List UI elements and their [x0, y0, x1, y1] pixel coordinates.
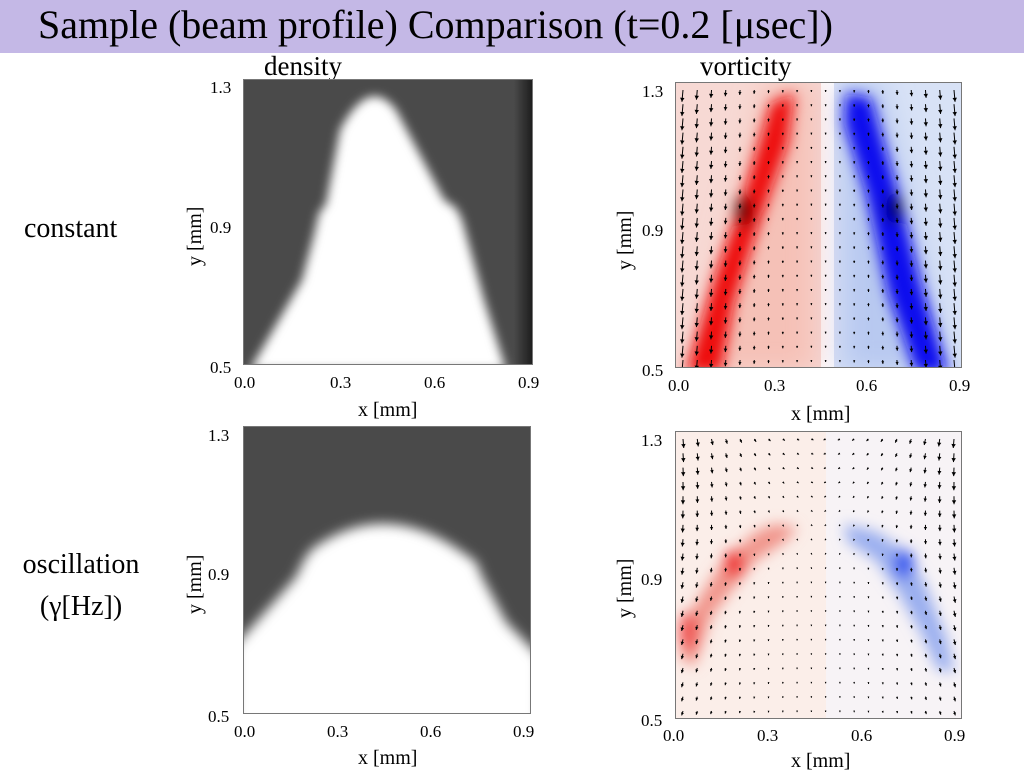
y-tick: 0.9 — [210, 219, 231, 237]
x-tick: 0.3 — [757, 727, 778, 745]
y-axis-label: y [mm] — [184, 555, 206, 614]
x-tick: 0.9 — [513, 723, 534, 741]
y-tick: 0.9 — [641, 571, 662, 589]
slide-title: Sample (beam profile) Comparison (t=0.2 … — [38, 0, 833, 50]
x-axis-label: x [mm] — [358, 399, 417, 421]
x-tick: 0.6 — [424, 374, 445, 392]
y-tick: 0.5 — [642, 362, 663, 380]
y-axis-label: y [mm] — [614, 559, 636, 618]
x-tick: 0.9 — [518, 374, 539, 392]
y-tick: 1.3 — [642, 83, 663, 101]
x-tick: 0.0 — [668, 377, 689, 395]
x-tick: 0.0 — [234, 723, 255, 741]
y-tick: 0.5 — [641, 712, 662, 730]
y-tick: 0.9 — [642, 222, 663, 240]
x-tick: 0.3 — [764, 377, 785, 395]
y-axis-label: y [mm] — [184, 207, 206, 266]
y-tick: 0.9 — [208, 566, 229, 584]
x-axis-label: x [mm] — [358, 747, 417, 769]
x-tick: 0.0 — [663, 727, 684, 745]
y-tick: 1.3 — [641, 432, 662, 450]
row-label-gamma: (γ[Hz]) — [10, 590, 152, 624]
x-tick: 0.0 — [234, 374, 255, 392]
x-tick: 0.3 — [327, 723, 348, 741]
density-constant-frame — [243, 79, 533, 365]
title-bar: Sample (beam profile) Comparison (t=0.2 … — [0, 0, 1024, 53]
y-tick: 1.3 — [208, 427, 229, 445]
column-header-density: density — [264, 52, 342, 80]
x-tick: 0.6 — [856, 377, 877, 395]
x-axis-label: x [mm] — [791, 403, 850, 425]
density-oscillation-frame — [243, 426, 531, 714]
row-label-oscillation: oscillation — [10, 548, 152, 582]
x-tick: 0.9 — [949, 377, 970, 395]
x-tick: 0.9 — [944, 727, 965, 745]
y-tick: 1.3 — [210, 79, 231, 97]
x-axis-label: x [mm] — [791, 750, 850, 772]
vorticity-oscillation-frame — [675, 431, 962, 719]
vorticity-constant-frame — [675, 82, 962, 368]
x-tick: 0.6 — [851, 727, 872, 745]
x-tick: 0.6 — [420, 723, 441, 741]
column-header-vorticity: vorticity — [700, 52, 791, 80]
y-tick: 0.5 — [208, 708, 229, 726]
y-axis-label: y [mm] — [614, 211, 636, 270]
row-label-constant: constant — [24, 212, 117, 246]
x-tick: 0.3 — [330, 374, 351, 392]
y-tick: 0.5 — [210, 359, 231, 377]
